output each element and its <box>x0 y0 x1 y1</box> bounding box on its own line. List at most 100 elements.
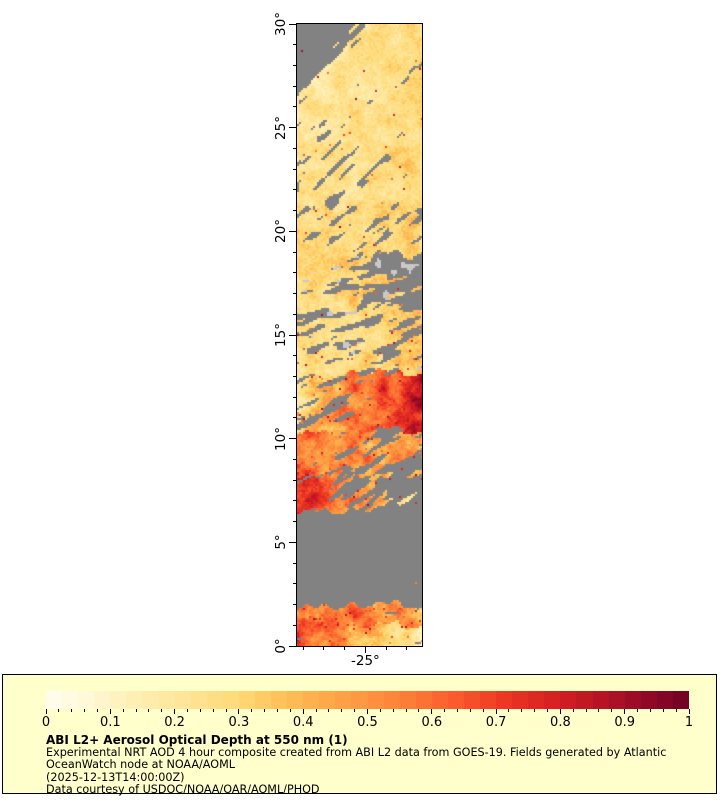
colorbar-minor-tick <box>547 709 549 712</box>
colorbar-minor-tick <box>637 709 639 712</box>
colorbar-tick-label: 0.9 <box>614 715 636 730</box>
colorbar-minor-tick <box>521 709 523 712</box>
colorbar-tick-label: 0 <box>41 715 51 730</box>
latitude-minor-tick <box>293 85 297 87</box>
colorbar-minor-tick <box>354 709 356 712</box>
colorbar-minor-tick <box>71 709 73 712</box>
colorbar-tick-label: 0.2 <box>164 715 185 730</box>
latitude-tick-label: 15° <box>273 323 289 347</box>
longitude-minor-tick <box>344 646 346 650</box>
latitude-tick-label: 25° <box>273 115 289 140</box>
latitude-minor-tick <box>293 189 297 191</box>
colorbar-minor-tick <box>585 709 587 712</box>
colorbar-minor-tick <box>315 709 317 712</box>
colorbar-tick-label: 0.7 <box>485 715 507 730</box>
colorbar-minor-tick <box>482 709 484 712</box>
colorbar-minor-tick <box>392 709 394 712</box>
colorbar-major-tick <box>688 709 690 714</box>
colorbar-minor-tick <box>161 709 163 712</box>
latitude-tick-label: 10° <box>273 426 289 451</box>
colorbar-minor-tick <box>251 709 253 712</box>
colorbar-minor-tick <box>96 709 98 712</box>
colorbar-major-tick <box>109 709 111 714</box>
latitude-minor-tick <box>293 313 297 315</box>
colorbar-major-tick <box>367 709 368 714</box>
colorbar-minor-tick <box>675 709 677 712</box>
latitude-tick-label: 0° <box>273 638 289 654</box>
latitude-minor-tick <box>293 44 297 46</box>
latitude-minor-tick <box>293 500 297 502</box>
latitude-major-tick <box>289 334 297 336</box>
latitude-major-tick <box>289 438 297 440</box>
colorbar-minor-tick <box>264 709 266 712</box>
caption-line-2: OceanWatch node at NOAA/AOML <box>46 758 235 772</box>
colorbar-tick-label: 1 <box>684 715 694 730</box>
colorbar-major-tick <box>624 709 626 714</box>
caption-line-4: Data courtesy of USDOC/NOAA/OAR/AOML/PHO… <box>46 782 320 796</box>
colorbar-minor-tick <box>199 709 201 712</box>
latitude-minor-tick <box>293 417 297 419</box>
colorbar-tick-label: 0.3 <box>228 715 250 730</box>
colorbar-major-tick <box>45 709 47 714</box>
latitude-major-tick <box>289 23 297 25</box>
latitude-minor-tick <box>293 604 297 606</box>
latitude-minor-tick <box>293 355 297 357</box>
latitude-minor-tick <box>293 106 297 108</box>
colorbar-minor-tick <box>122 709 124 712</box>
latitude-minor-tick <box>293 521 297 523</box>
colorbar-tick-label: 0.5 <box>357 715 378 730</box>
latitude-minor-tick <box>293 624 297 626</box>
latitude-minor-tick <box>293 583 297 585</box>
colorbar-minor-tick <box>276 709 278 712</box>
latitude-major-tick <box>289 127 297 129</box>
latitude-tick-label: 20° <box>273 219 289 244</box>
latitude-major-tick <box>289 541 297 543</box>
colorbar-minor-tick <box>135 709 137 712</box>
latitude-minor-tick <box>293 375 297 377</box>
colorbar-minor-tick <box>405 709 407 712</box>
colorbar-minor-tick <box>469 709 471 712</box>
aod-map-canvas <box>297 24 422 646</box>
colorbar-tick-label: 0.4 <box>292 715 314 730</box>
latitude-major-tick <box>289 645 297 647</box>
latitude-minor-tick <box>293 458 297 460</box>
latitude-minor-tick <box>293 168 297 170</box>
colorbar-minor-tick <box>662 709 664 712</box>
caption-block: ABI L2+ Aerosol Optical Depth at 550 nm … <box>46 733 666 796</box>
longitude-minor-tick <box>385 646 387 650</box>
longitude-minor-tick <box>323 646 325 650</box>
legend-panel: 0 0.1 0.2 0.3 0.4 0.5 0.6 0.7 0.8 0.9 1 ABI L2+ Ae… <box>2 674 717 796</box>
latitude-minor-tick <box>293 396 297 398</box>
latitude-major-tick <box>289 230 297 232</box>
colorbar-minor-tick <box>649 709 651 712</box>
latitude-tick-label: 30° <box>273 12 289 36</box>
latitude-minor-tick <box>293 479 297 481</box>
colorbar-minor-tick <box>572 709 574 712</box>
colorbar-major-tick <box>495 709 497 714</box>
colorbar-minor-tick <box>341 709 343 712</box>
latitude-minor-tick <box>293 251 297 253</box>
latitude-minor-tick <box>293 64 297 66</box>
longitude-tick-label: -25° <box>351 653 380 669</box>
longitude-minor-tick <box>406 646 408 650</box>
caption-line-3: (2025-12-13T14:00:00Z) <box>46 770 185 784</box>
colorbar-major-tick <box>174 709 176 714</box>
latitude-minor-tick <box>293 272 297 274</box>
caption-line-1: Experimental NRT AOD 4 hour composite cr… <box>46 746 667 759</box>
colorbar-minor-tick <box>289 709 291 712</box>
colorbar-minor-tick <box>379 709 381 712</box>
colorbar-minor-tick <box>457 709 459 712</box>
latitude-minor-tick <box>293 562 297 564</box>
colorbar-minor-tick <box>444 709 446 712</box>
colorbar-minor-tick <box>534 709 536 712</box>
colorbar-major-tick <box>559 709 561 714</box>
colorbar-tick-label: 0.8 <box>550 715 571 730</box>
latitude-tick-label: 5° <box>273 534 289 550</box>
colorbar-canvas <box>46 691 689 709</box>
colorbar-major-tick <box>431 709 433 714</box>
latitude-minor-tick <box>293 210 297 212</box>
colorbar-minor-tick <box>418 709 420 712</box>
colorbar-tick-label: 0.6 <box>421 715 443 730</box>
latitude-minor-tick <box>293 147 297 149</box>
